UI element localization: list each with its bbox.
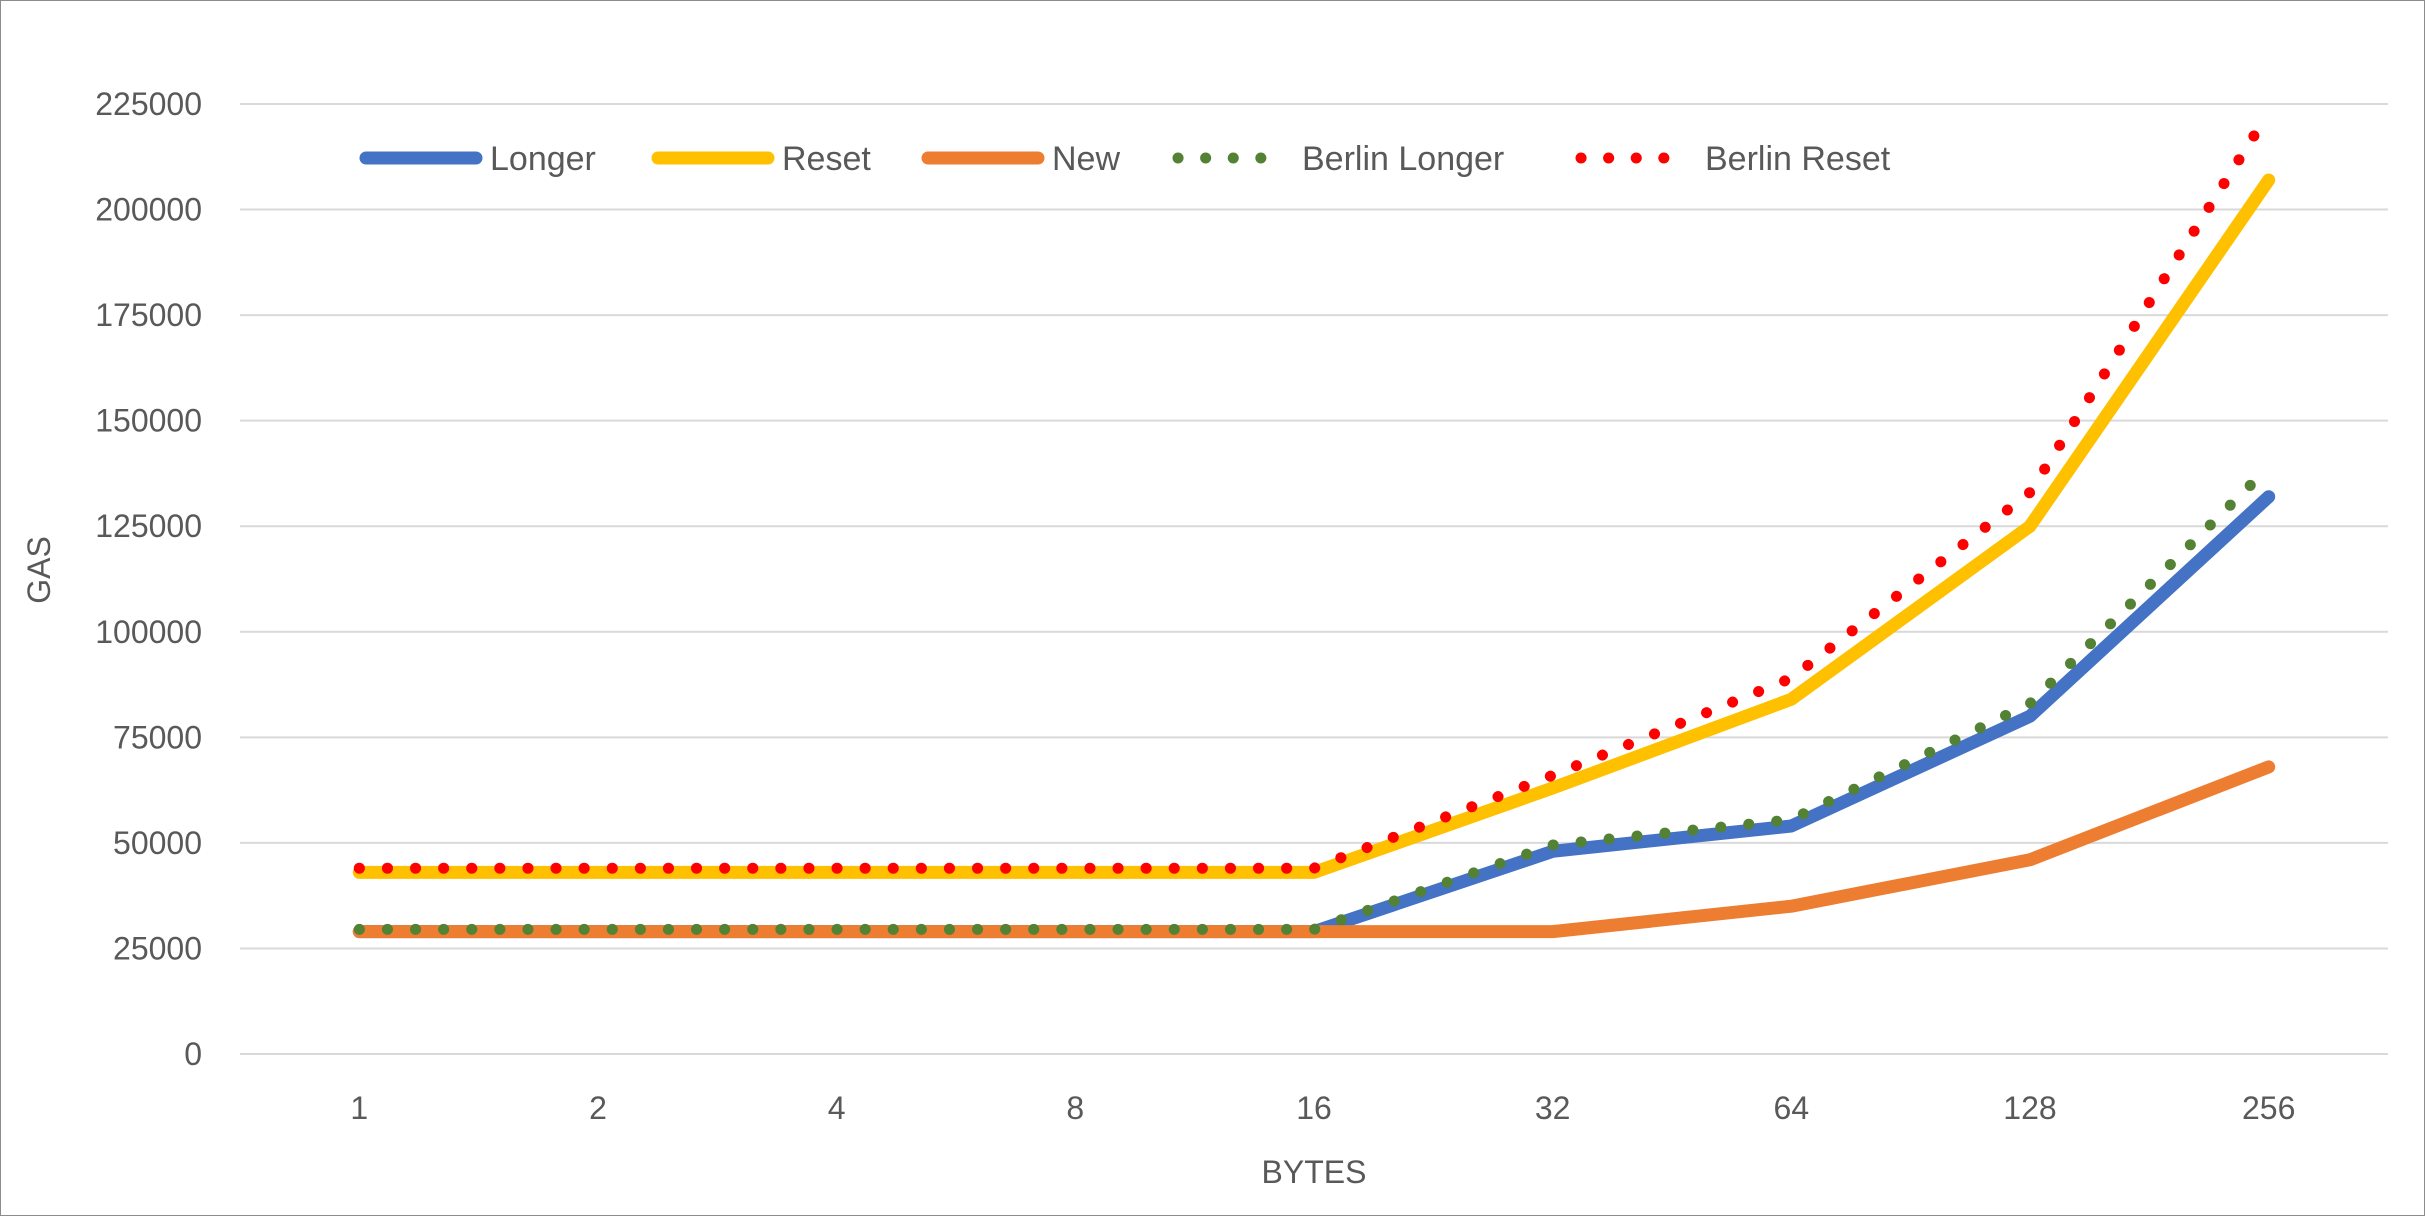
x-tick-label: 4 xyxy=(828,1090,846,1126)
legend-label: Berlin Reset xyxy=(1705,140,1891,178)
y-tick-label: 100000 xyxy=(95,614,202,650)
series-lines xyxy=(352,106,2276,939)
y-tick-label: 50000 xyxy=(113,825,202,861)
legend-item: Reset xyxy=(651,140,871,178)
y-tick-label: 0 xyxy=(184,1036,202,1072)
legend-label: Reset xyxy=(782,140,871,178)
x-tick-label: 32 xyxy=(1535,1090,1571,1126)
y-axis-ticks: 0 25000 50000 75000 100000 125000 150000 175000… xyxy=(95,86,202,1072)
x-tick-label: 2 xyxy=(589,1090,607,1126)
x-tick-label: 1 xyxy=(350,1090,368,1126)
x-tick-label: 8 xyxy=(1066,1090,1084,1126)
x-tick-label: 128 xyxy=(2003,1090,2056,1126)
y-tick-label: 225000 xyxy=(95,86,202,122)
series-berlin-longer-line xyxy=(353,461,2275,935)
y-tick-label: 200000 xyxy=(95,192,202,228)
x-tick-label: 16 xyxy=(1296,1090,1332,1126)
legend-label: Berlin Longer xyxy=(1302,140,1504,178)
legend-label: New xyxy=(1052,140,1120,178)
legend-item: Berlin Reset xyxy=(1575,140,1891,178)
legend-item: New xyxy=(921,140,1120,178)
legend-item: Longer xyxy=(359,140,596,178)
legend: Longer Reset New Berlin Longer Berlin Reset xyxy=(359,140,1891,178)
x-tick-label: 64 xyxy=(1774,1090,1810,1126)
series-new-line xyxy=(352,760,2276,939)
y-tick-label: 175000 xyxy=(95,297,202,333)
y-tick-label: 75000 xyxy=(113,719,202,755)
x-axis-ticks: 1 2 4 8 16 32 64 128 256 xyxy=(350,1090,2295,1126)
legend-label: Longer xyxy=(490,140,596,178)
legend-item: Berlin Longer xyxy=(1172,140,1504,178)
x-axis-title: BYTES xyxy=(1262,1154,1367,1190)
series-berlin-reset-line xyxy=(353,106,2275,874)
y-tick-label: 125000 xyxy=(95,508,202,544)
y-tick-label: 150000 xyxy=(95,403,202,439)
x-tick-label: 256 xyxy=(2242,1090,2295,1126)
y-axis-title: GAS xyxy=(21,536,57,604)
gridlines xyxy=(240,103,2388,1055)
y-tick-label: 25000 xyxy=(113,930,202,966)
